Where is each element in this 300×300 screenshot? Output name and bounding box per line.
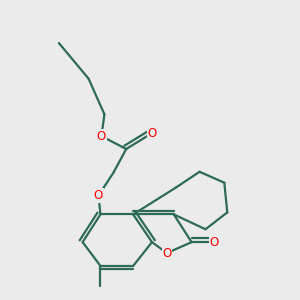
Text: O: O	[210, 236, 219, 249]
Text: O: O	[147, 127, 157, 140]
Text: O: O	[97, 130, 106, 142]
Text: O: O	[162, 247, 172, 260]
Text: O: O	[94, 189, 103, 202]
